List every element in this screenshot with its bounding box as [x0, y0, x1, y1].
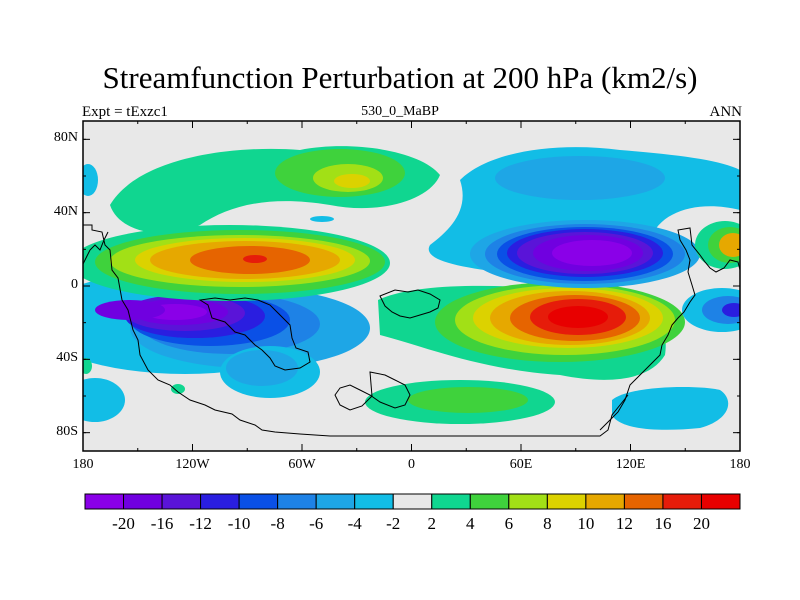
coastlines — [83, 224, 740, 437]
colorbar-label: 16 — [654, 514, 672, 533]
colorbar-swatch — [392, 493, 433, 510]
x-tick-label: 60E — [509, 457, 533, 472]
colorbar-swatch — [84, 493, 125, 510]
colorbar-label: -6 — [309, 514, 324, 533]
colorbar-label: -8 — [270, 514, 285, 533]
colorbar-swatch — [277, 493, 317, 510]
x-tick-label: 120E — [615, 457, 646, 472]
x-tick-label: 180 — [72, 457, 94, 472]
colorbar-swatch — [123, 493, 163, 510]
season-label: ANN — [709, 104, 743, 120]
colorbar-swatch — [508, 493, 548, 510]
x-tick-label: 180 — [729, 457, 751, 472]
colorbar-label: -12 — [189, 514, 212, 533]
y-tick-label: 40S — [56, 350, 78, 366]
colorbar-label: -2 — [386, 514, 401, 533]
colorbar-swatch — [354, 493, 394, 510]
contour-field — [83, 146, 740, 430]
colorbar-swatch — [238, 493, 279, 510]
colorbar-label: -4 — [347, 514, 362, 533]
colorbar-label: 2 — [427, 514, 437, 533]
chart-title: Streamfunction Perturbation at 200 hPa (… — [102, 60, 698, 95]
colorbar — [84, 493, 741, 510]
colorbar-swatch — [469, 493, 510, 510]
colorbar-swatch — [662, 493, 702, 510]
y-tick-label: 40N — [53, 203, 78, 219]
colorbar-swatch — [200, 493, 240, 510]
experiment-label: Expt = tExzc1 — [82, 104, 168, 120]
y-tick-label: 0 — [71, 277, 78, 292]
colorbar-label: 6 — [504, 514, 514, 533]
colorbar-swatch — [161, 493, 202, 510]
colorbar-label: 10 — [577, 514, 595, 533]
y-tick-label: 80S — [56, 423, 78, 439]
y-tick-label: 80N — [53, 130, 78, 146]
axis-ticks — [82, 121, 741, 451]
colorbar-label: 20 — [692, 514, 710, 533]
colorbar-swatch — [315, 493, 356, 510]
colorbar-label: -16 — [150, 514, 174, 533]
colorbar-label: -20 — [112, 514, 135, 533]
colorbar-label: 12 — [615, 514, 633, 533]
x-tick-label: 0 — [408, 457, 415, 472]
colorbar-swatch — [623, 493, 664, 510]
colorbar-swatch — [546, 493, 587, 510]
colorbar-label: 4 — [466, 514, 475, 533]
colorbar-label: -10 — [227, 514, 251, 533]
x-tick-label: 60W — [288, 457, 316, 472]
x-tick-label: 120W — [175, 457, 210, 472]
colorbar-swatch — [431, 493, 471, 510]
period-label: 530_0_MaBP — [361, 104, 439, 119]
colorbar-swatch — [700, 493, 741, 510]
colorbar-swatch — [585, 493, 625, 510]
colorbar-label: 8 — [543, 514, 552, 533]
